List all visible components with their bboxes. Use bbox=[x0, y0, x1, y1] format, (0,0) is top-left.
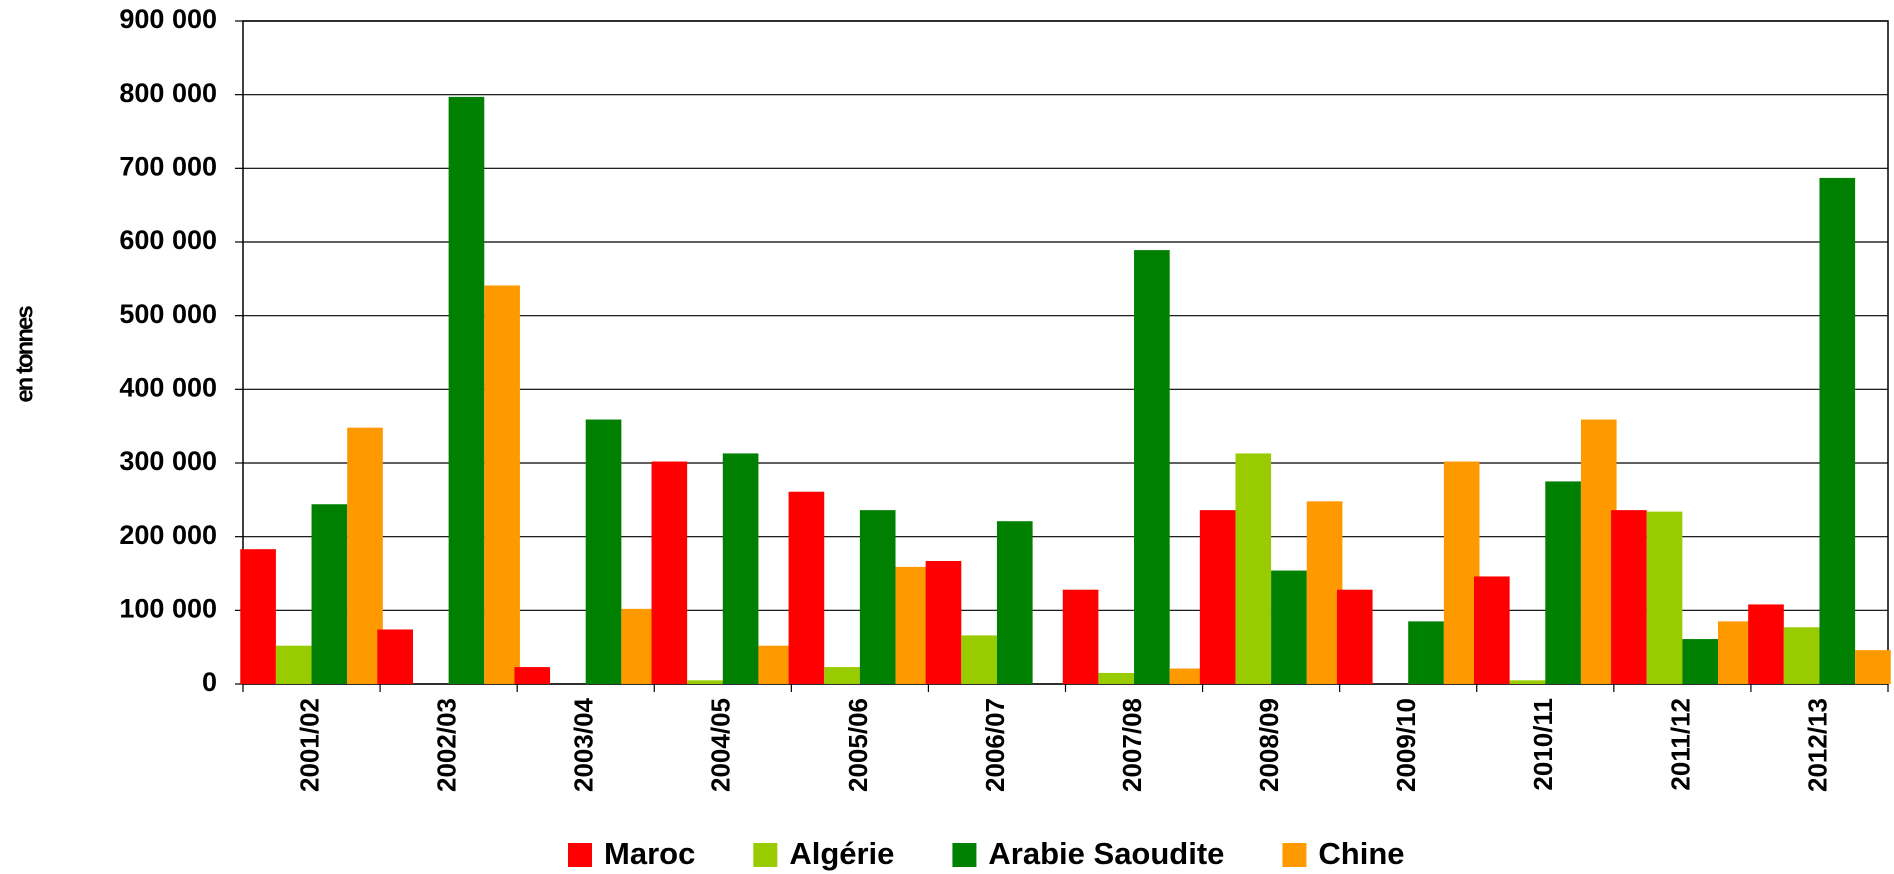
bar bbox=[1682, 639, 1719, 684]
bar bbox=[1062, 589, 1099, 684]
y-tick-label: 800 000 bbox=[119, 78, 217, 108]
bar bbox=[1646, 511, 1683, 684]
bar bbox=[1169, 668, 1206, 684]
y-tick-label: 300 000 bbox=[119, 446, 217, 476]
x-tick-label: 2010/11 bbox=[1528, 698, 1558, 791]
bar bbox=[1306, 501, 1343, 684]
legend-swatch bbox=[1282, 843, 1307, 867]
x-tick-label: 2006/07 bbox=[980, 698, 1010, 792]
bar bbox=[1271, 570, 1307, 684]
bar bbox=[484, 285, 520, 684]
bar bbox=[722, 453, 759, 684]
bar bbox=[514, 667, 551, 684]
bar bbox=[758, 645, 795, 684]
bar bbox=[651, 461, 688, 684]
bar bbox=[1718, 621, 1754, 684]
legend-swatch bbox=[753, 843, 778, 867]
bar bbox=[996, 521, 1033, 684]
legend-label: Arabie Saoudite bbox=[988, 836, 1224, 871]
bar bbox=[961, 635, 997, 684]
x-tick-label: 2009/10 bbox=[1391, 698, 1421, 792]
y-axis-label: en tonnes bbox=[11, 306, 38, 403]
bar bbox=[1509, 680, 1546, 684]
x-tick-label: 2011/12 bbox=[1665, 698, 1695, 791]
bar bbox=[1855, 650, 1891, 684]
bar bbox=[788, 491, 825, 684]
bar bbox=[377, 629, 413, 684]
y-tick-label: 500 000 bbox=[119, 299, 217, 329]
bar bbox=[1819, 177, 1856, 684]
x-tick-label: 2007/08 bbox=[1117, 698, 1147, 792]
y-tick-label: 700 000 bbox=[119, 151, 217, 181]
bar bbox=[1408, 621, 1444, 684]
bar bbox=[1580, 419, 1617, 684]
bar bbox=[1545, 481, 1581, 684]
bar bbox=[1336, 589, 1373, 684]
x-tick-label: 2002/03 bbox=[432, 698, 462, 792]
bar bbox=[240, 549, 276, 684]
bar bbox=[1611, 510, 1647, 684]
y-tick-label: 200 000 bbox=[119, 520, 217, 550]
bar bbox=[1474, 576, 1510, 684]
legend-swatch bbox=[952, 843, 977, 867]
bar bbox=[1748, 604, 1784, 684]
bar bbox=[347, 427, 383, 684]
y-tick-label: 400 000 bbox=[119, 372, 217, 402]
x-tick-label: 2001/02 bbox=[294, 698, 324, 792]
bar bbox=[859, 510, 896, 684]
bar bbox=[585, 419, 622, 684]
bar bbox=[1199, 510, 1236, 684]
legend-label: Chine bbox=[1318, 836, 1404, 871]
y-tick-label: 900 000 bbox=[119, 4, 217, 34]
bar bbox=[1235, 453, 1272, 684]
legend-label: Algérie bbox=[789, 836, 894, 871]
legend-swatch bbox=[568, 843, 592, 867]
y-tick-label: 100 000 bbox=[119, 593, 217, 623]
legend-label: Maroc bbox=[604, 836, 695, 871]
bar bbox=[1098, 672, 1135, 684]
bar bbox=[275, 645, 312, 684]
bar bbox=[311, 504, 348, 684]
bar bbox=[824, 667, 860, 684]
bar bbox=[687, 680, 723, 684]
bar bbox=[895, 566, 932, 684]
y-tick-label: 0 bbox=[202, 667, 217, 697]
bar bbox=[925, 560, 962, 684]
y-tick-label: 600 000 bbox=[119, 225, 217, 255]
bar bbox=[1443, 461, 1480, 684]
x-tick-label: 2003/04 bbox=[569, 697, 599, 792]
x-tick-label: 2004/05 bbox=[706, 698, 736, 792]
x-tick-label: 2005/06 bbox=[843, 698, 873, 792]
x-tick-label: 2008/09 bbox=[1254, 698, 1284, 792]
x-tick-label: 2012/13 bbox=[1802, 698, 1832, 792]
bar bbox=[448, 96, 485, 685]
bar bbox=[621, 608, 657, 684]
bar bbox=[1783, 627, 1820, 684]
bar bbox=[1134, 250, 1170, 684]
